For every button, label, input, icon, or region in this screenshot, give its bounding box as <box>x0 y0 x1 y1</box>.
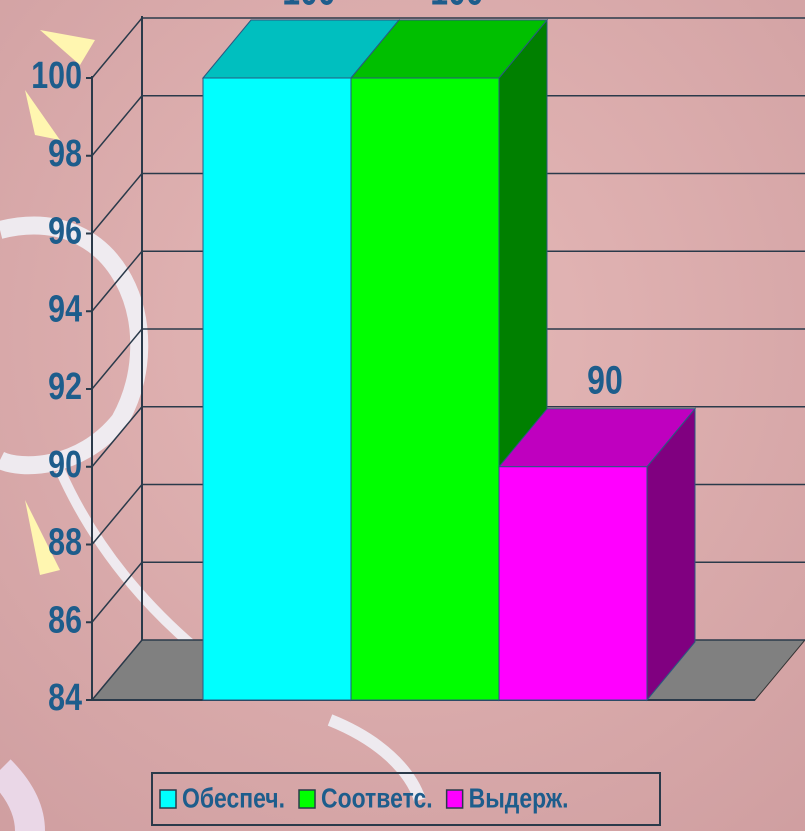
legend-swatch <box>445 789 464 809</box>
bar <box>498 466 648 701</box>
data-label: 100 <box>282 0 335 13</box>
y-tick-label: 100 <box>31 55 82 97</box>
grid-line <box>91 173 143 234</box>
legend-swatch <box>159 789 177 809</box>
grid-line <box>91 484 143 545</box>
decoration <box>0 216 426 832</box>
y-tick-label: 88 <box>48 521 82 563</box>
y-tick-label: 94 <box>48 288 82 330</box>
y-tick-label: 84 <box>48 677 82 719</box>
bar <box>202 77 352 701</box>
legend-label: Соответс. <box>321 783 433 814</box>
bar <box>350 77 500 701</box>
y-tick-label: 96 <box>48 210 82 252</box>
grid-line <box>91 639 143 701</box>
grid-line <box>91 17 143 79</box>
data-label: 100 <box>430 0 483 13</box>
grid-line <box>91 328 143 390</box>
grid-line <box>91 250 143 312</box>
grid-line <box>91 406 143 468</box>
legend-swatch <box>298 789 316 809</box>
legend-label: Выдерж. <box>469 783 569 814</box>
legend-label: Обеспеч. <box>182 783 285 814</box>
data-label: 90 <box>587 357 623 402</box>
legend-box <box>151 772 661 826</box>
grid-line <box>91 561 143 623</box>
decoration <box>25 30 95 575</box>
grid-line <box>91 95 143 157</box>
y-tick-label: 92 <box>48 366 82 408</box>
y-tick-label: 86 <box>48 599 82 641</box>
y-tick-label: 90 <box>48 444 82 486</box>
y-tick-label: 98 <box>48 133 82 175</box>
